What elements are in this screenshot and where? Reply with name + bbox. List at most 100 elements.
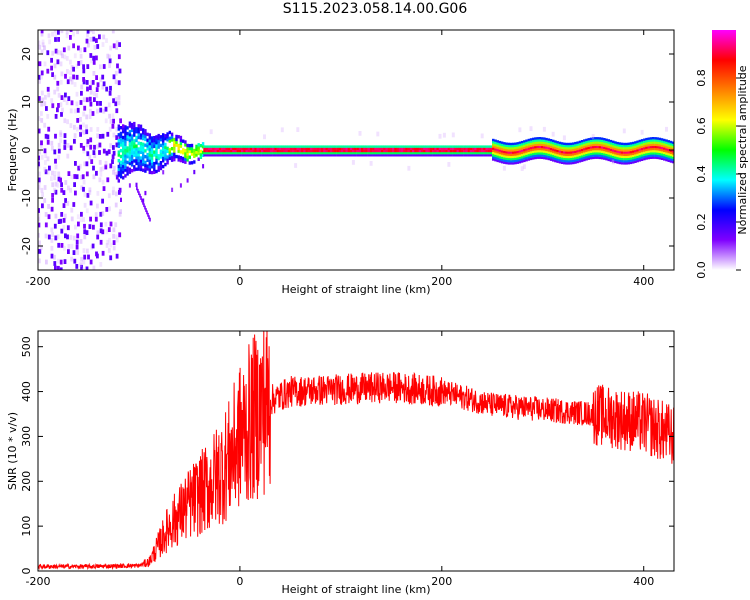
spectrogram-cell bbox=[254, 149, 257, 153]
spectrogram-cell bbox=[44, 94, 47, 100]
spectrogram-cell bbox=[536, 141, 539, 144]
spectrogram-cell bbox=[458, 145, 462, 148]
spectrogram-cell bbox=[216, 147, 220, 150]
spectrogram-cell bbox=[498, 158, 502, 161]
spectrogram-cell bbox=[205, 151, 208, 155]
spectrogram-cell bbox=[369, 149, 373, 153]
spectrogram-cell bbox=[669, 160, 673, 163]
spectrogram-cell bbox=[173, 152, 176, 156]
spectrogram-cell bbox=[263, 154, 266, 157]
spectrogram-cell bbox=[620, 162, 624, 165]
spectrogram-cell bbox=[520, 140, 524, 144]
spectrogram-cell bbox=[543, 152, 546, 155]
spectrogram-cell bbox=[563, 151, 566, 154]
spectrogram-cell bbox=[505, 161, 508, 165]
spectrogram-cell bbox=[216, 145, 220, 148]
spectrogram-cell bbox=[649, 148, 653, 151]
spectrogram-cell bbox=[86, 64, 90, 69]
spectrogram-cell bbox=[587, 153, 590, 156]
spectrogram-cell bbox=[392, 145, 395, 148]
spectrogram-cell bbox=[148, 167, 151, 172]
spectrogram-cell bbox=[594, 154, 597, 157]
spectrogram-cell bbox=[614, 152, 617, 155]
spectrogram-cell bbox=[148, 215, 150, 220]
spectrogram-cell bbox=[600, 141, 604, 145]
spectrogram-cell bbox=[443, 151, 446, 155]
spectrogram-cell bbox=[383, 147, 386, 150]
spectrogram-cell bbox=[460, 147, 464, 150]
spectrogram-cell bbox=[285, 154, 288, 157]
spectrogram-cell bbox=[298, 154, 302, 157]
spectrogram-cell bbox=[618, 159, 622, 162]
spectrogram-cell bbox=[312, 145, 315, 148]
spectrogram-cell bbox=[671, 150, 674, 153]
spectrogram-cell bbox=[292, 147, 295, 150]
spectrogram-cell bbox=[82, 79, 86, 85]
spectrogram-cell bbox=[600, 150, 604, 153]
spectrogram-cell bbox=[589, 146, 593, 149]
spectrogram-cell bbox=[623, 144, 626, 148]
spectrogram-cell bbox=[665, 145, 668, 149]
spectrogram-cell bbox=[272, 154, 275, 157]
spectrogram-cell bbox=[104, 221, 108, 227]
spectrogram-cell bbox=[329, 154, 333, 157]
spectrogram-cell bbox=[538, 152, 542, 155]
spectrogram-cell bbox=[81, 174, 85, 180]
spectrogram-cell bbox=[645, 140, 648, 143]
spectrogram-cell bbox=[483, 149, 486, 153]
spectrogram-cell bbox=[133, 165, 136, 169]
spectrogram-cell bbox=[651, 145, 655, 149]
spectrogram-cell bbox=[532, 142, 535, 145]
spectrogram-cell bbox=[184, 154, 187, 159]
spectrogram-cell bbox=[115, 44, 118, 50]
spectrogram-cell bbox=[117, 133, 120, 137]
spectrogram-cell bbox=[69, 35, 72, 40]
spectrogram-cell bbox=[76, 250, 79, 255]
spectrogram-cell bbox=[325, 154, 328, 157]
spectrogram-cell bbox=[168, 130, 171, 135]
spectrogram-cell bbox=[634, 143, 637, 146]
spectrogram-cell bbox=[88, 154, 92, 160]
spectrogram-cell bbox=[130, 140, 134, 144]
spectrogram-cell bbox=[463, 154, 466, 157]
spectrogram-cell bbox=[195, 147, 198, 151]
spectrogram-cell bbox=[665, 158, 668, 162]
spectrogram-cell bbox=[148, 162, 151, 166]
spectrogram-cell bbox=[153, 138, 156, 143]
spectrogram-cell bbox=[146, 144, 149, 148]
spectrogram-cell bbox=[614, 147, 617, 151]
spectrogram-cell bbox=[421, 149, 424, 153]
spectrogram-cell bbox=[80, 90, 83, 96]
spectrogram-cell bbox=[547, 149, 551, 152]
y-tick-label: 300 bbox=[20, 426, 33, 447]
spectrogram-cell bbox=[427, 147, 431, 150]
spectrogram-cell bbox=[587, 142, 590, 145]
spectrogram-cell bbox=[667, 155, 670, 158]
spectrogram-cell bbox=[338, 154, 342, 157]
spectrogram-cell bbox=[405, 145, 408, 148]
spectrogram-cell bbox=[636, 140, 639, 143]
spectrogram-cell bbox=[545, 153, 548, 156]
spectrogram-cell bbox=[82, 122, 85, 128]
spectrogram-cell bbox=[609, 144, 613, 147]
spectrogram-cell bbox=[190, 143, 194, 148]
spectrogram-cell bbox=[207, 149, 211, 153]
spectrogram-cell bbox=[139, 193, 141, 198]
spectrogram-cell bbox=[197, 151, 200, 156]
spectrogram-cell bbox=[423, 154, 426, 157]
spectrogram-cell bbox=[99, 239, 103, 245]
spectrogram-cell bbox=[59, 267, 63, 270]
spectrogram-cell bbox=[48, 39, 51, 45]
spectrogram-cell bbox=[476, 154, 479, 157]
spectrogram-cell bbox=[122, 138, 125, 143]
spectrogram-cell bbox=[627, 144, 630, 148]
spectrogram-cell bbox=[93, 144, 96, 150]
spectrogram-cell bbox=[101, 211, 105, 216]
spectrogram-cell bbox=[301, 154, 304, 157]
spectrogram-cell bbox=[394, 145, 397, 148]
spectrogram-cell bbox=[547, 140, 551, 143]
spectrogram-cell bbox=[76, 126, 79, 132]
spectrogram-cell bbox=[643, 151, 646, 154]
spectrogram-cell bbox=[168, 153, 171, 158]
